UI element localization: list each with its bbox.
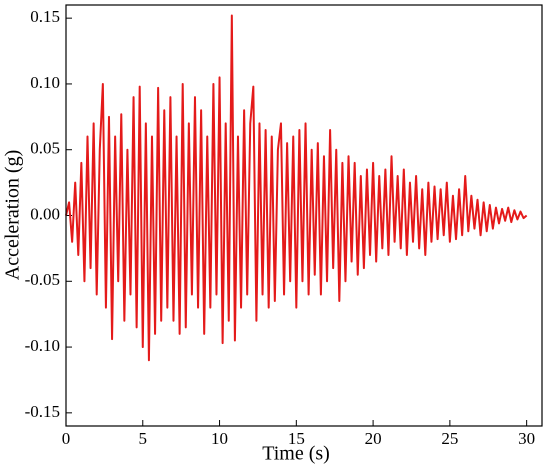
x-tick-label: 30 xyxy=(518,429,535,448)
x-axis-title: Time (s) xyxy=(262,443,330,465)
data-line xyxy=(65,14,528,362)
y-tick-label: -0.10 xyxy=(25,336,60,355)
x-tick-label: 25 xyxy=(441,429,458,448)
x-tick-label: 15 xyxy=(288,429,305,448)
plot-frame xyxy=(65,4,543,427)
y-tick-label: -0.05 xyxy=(25,270,60,289)
y-tick-label: 0.00 xyxy=(30,204,60,223)
y-tick-label: -0.15 xyxy=(25,402,60,421)
y-tick-label: 0.05 xyxy=(30,139,60,158)
x-tick-label: 0 xyxy=(62,429,71,448)
x-tick-label: 10 xyxy=(211,429,228,448)
y-tick-label: 0.10 xyxy=(30,73,60,92)
y-axis-title: Acceleration (g) xyxy=(2,150,24,280)
x-tick-label: 20 xyxy=(365,429,382,448)
x-tick-label: 5 xyxy=(139,429,148,448)
y-tick-label: 0.15 xyxy=(30,7,60,26)
